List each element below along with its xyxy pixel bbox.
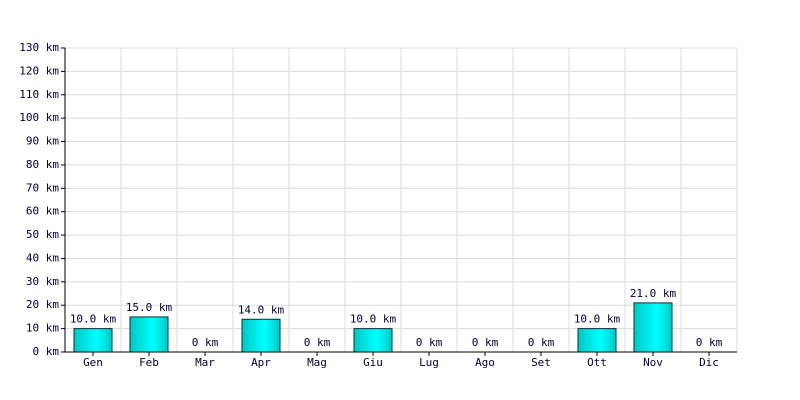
x-tick-label: Apr	[251, 356, 271, 369]
x-tick-label: Ott	[587, 356, 607, 369]
value-label: 14.0 km	[238, 303, 285, 316]
y-tick-label: 130 km	[19, 41, 59, 54]
value-label: 0 km	[416, 336, 443, 349]
x-tick-label: Mag	[307, 356, 327, 369]
value-label: 10.0 km	[350, 313, 397, 326]
bar	[577, 328, 617, 353]
value-label: 0 km	[192, 336, 219, 349]
y-tick-label: 60 km	[26, 205, 59, 218]
y-tick-label: 80 km	[26, 158, 59, 171]
value-label: 0 km	[528, 336, 555, 349]
x-tick-label: Nov	[643, 356, 663, 369]
x-tick-label: Mar	[195, 356, 215, 369]
bar	[241, 318, 281, 353]
x-tick-label: Ago	[475, 356, 495, 369]
x-tick-label: Set	[531, 356, 551, 369]
value-label: 15.0 km	[126, 301, 173, 314]
value-label: 0 km	[696, 336, 723, 349]
value-label: 0 km	[304, 336, 331, 349]
y-tick-label: 0 km	[33, 345, 60, 358]
y-tick-label: 10 km	[26, 322, 59, 335]
bar	[353, 328, 393, 353]
x-tick-label: Dic	[699, 356, 719, 369]
bar	[129, 316, 169, 353]
value-label: 10.0 km	[574, 313, 621, 326]
y-tick-label: 90 km	[26, 135, 59, 148]
bar	[633, 302, 673, 353]
x-tick-label: Giu	[363, 356, 383, 369]
y-tick-label: 100 km	[19, 111, 59, 124]
value-label: 10.0 km	[70, 313, 117, 326]
y-tick-label: 40 km	[26, 251, 59, 264]
y-tick-label: 120 km	[19, 64, 59, 77]
x-tick-label: Feb	[139, 356, 159, 369]
x-tick-label: Gen	[83, 356, 103, 369]
y-tick-label: 110 km	[19, 88, 59, 101]
y-tick-label: 20 km	[26, 298, 59, 311]
value-label: 0 km	[472, 336, 499, 349]
y-tick-label: 70 km	[26, 181, 59, 194]
bar	[73, 328, 113, 353]
y-tick-label: 30 km	[26, 275, 59, 288]
x-tick-label: Lug	[419, 356, 439, 369]
value-label: 21.0 km	[630, 287, 677, 300]
y-tick-label: 50 km	[26, 228, 59, 241]
